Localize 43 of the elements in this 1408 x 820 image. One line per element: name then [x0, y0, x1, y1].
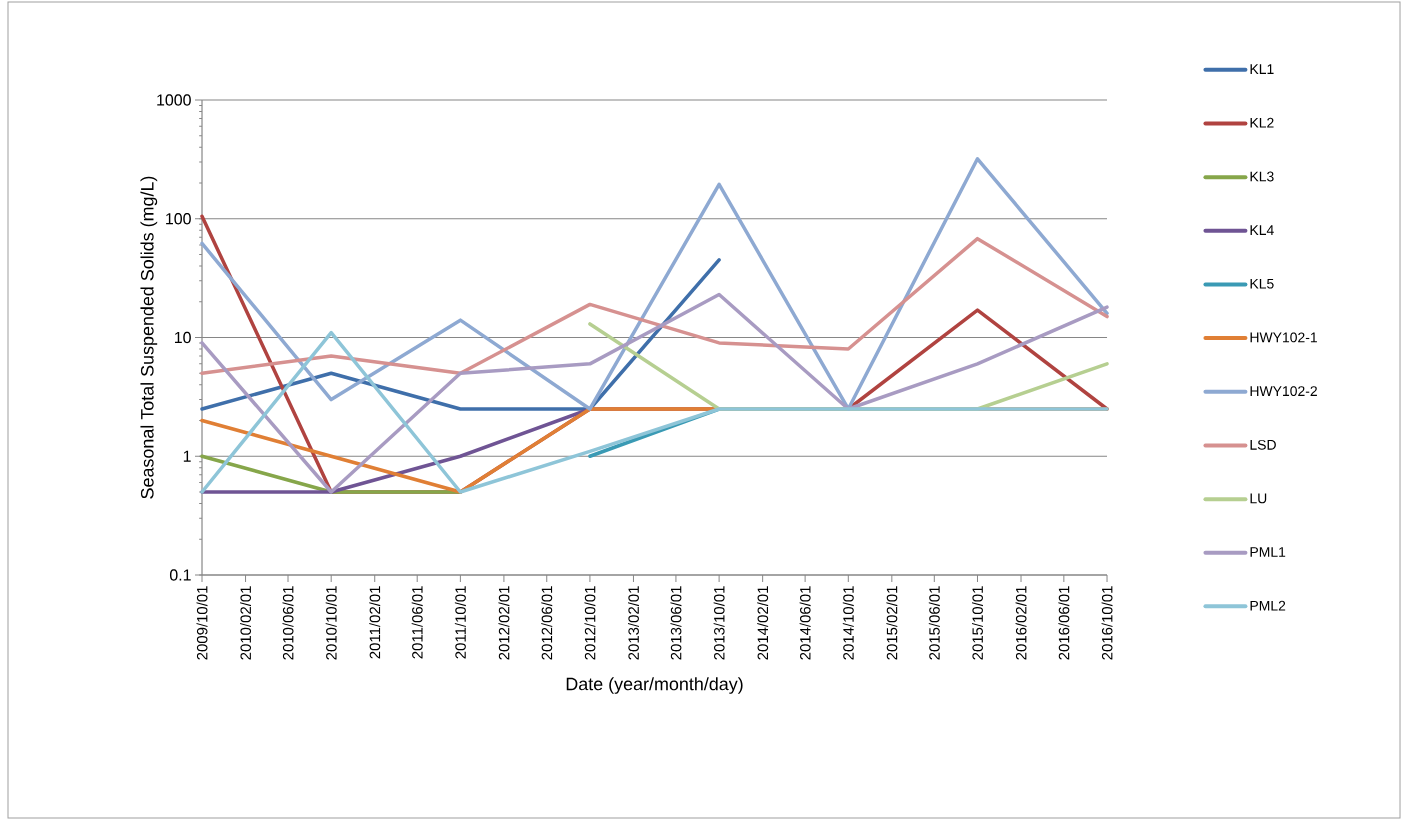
legend-label: KL4 [1250, 225, 1274, 235]
x-tick-label: 2012/02/01 [498, 586, 510, 660]
x-tick-label: 2009/10/01 [196, 586, 208, 660]
legend-label: LU [1250, 493, 1267, 504]
legend-label: KL3 [1250, 171, 1274, 182]
x-tick-label: 2014/10/01 [842, 586, 854, 660]
x-tick-label: 2010/10/01 [325, 586, 337, 660]
x-axis-title: Date (year/month/day) [566, 677, 743, 694]
line-series [200, 236, 1109, 375]
x-tick-label: 2012/10/01 [584, 586, 596, 660]
legend-label: HWY102-1 [1250, 332, 1317, 343]
x-tick-label: 2013/06/01 [670, 586, 682, 660]
legend-label: HWY102-2 [1250, 386, 1317, 397]
x-tick-label: 2016/02/01 [1015, 586, 1027, 660]
x-tick-label: 2016/10/01 [1101, 586, 1113, 660]
legend-label: KL5 [1250, 278, 1274, 289]
x-tick-label: 2011/06/01 [411, 586, 423, 659]
line-series [200, 292, 1109, 494]
legend-label: KL2 [1250, 117, 1274, 128]
x-tick-label: 2011/02/01 [369, 586, 381, 659]
legend-label: KL1 [1250, 64, 1274, 74]
y-tick-label: 1000 [157, 94, 191, 106]
x-tick-label: 2013/02/01 [627, 586, 639, 660]
y-tick-label: 1 [183, 450, 191, 462]
y-axis-title: Seasonal Total Suspended Solids (mg/L) [140, 176, 158, 499]
legend-label: PML1 [1250, 547, 1286, 557]
x-tick-label: 2011/10/01 [454, 586, 466, 659]
y-tick-label: 100 [166, 213, 191, 225]
x-tick-label: 2012/06/01 [541, 586, 553, 660]
x-tick-label: 2014/02/01 [757, 586, 769, 660]
y-tick-label: 10 [174, 331, 191, 344]
legend-label: PML2 [1250, 600, 1286, 611]
x-tick-label: 2013/10/01 [713, 586, 725, 660]
x-tick-label: 2010/06/01 [282, 586, 294, 660]
x-tick-label: 2014/06/01 [799, 586, 811, 660]
x-tick-label: 2015/10/01 [972, 586, 983, 660]
legend-label: LSD [1250, 439, 1276, 450]
x-tick-label: 2010/02/01 [240, 586, 252, 660]
x-tick-label: 2015/06/01 [928, 586, 940, 660]
x-tick-label: 2016/06/01 [1058, 586, 1070, 660]
x-tick-label: 2015/02/01 [886, 586, 898, 660]
line-series [200, 157, 1109, 411]
y-tick-label: 0.1 [169, 569, 191, 581]
